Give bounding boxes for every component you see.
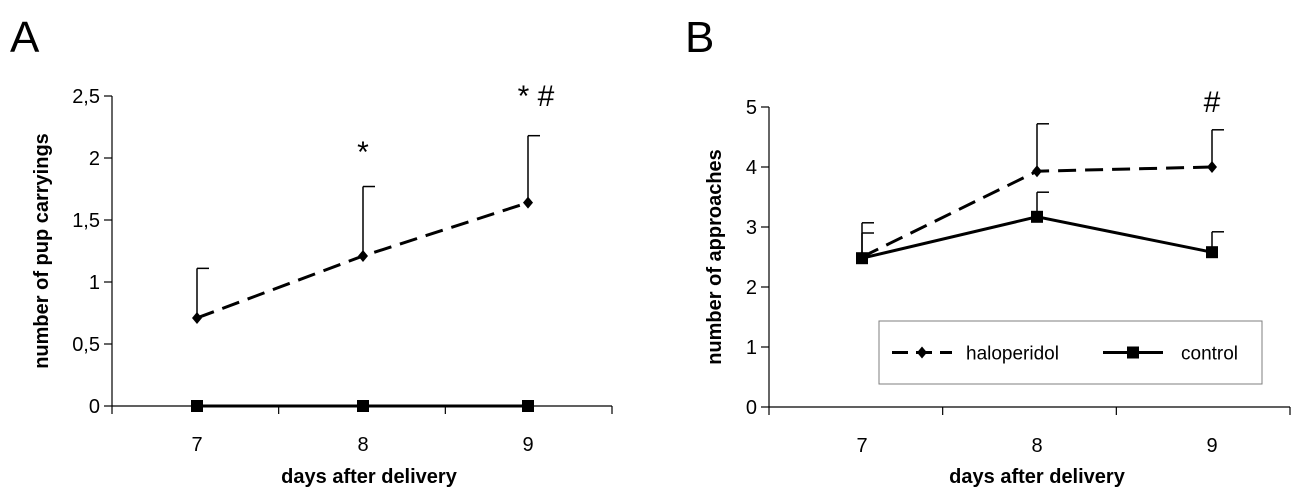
panel-b: B 0 1 2 3 4 5 7 8 9 days after delivery number of a… bbox=[685, 13, 1291, 488]
y-tick-label: 0 bbox=[746, 397, 757, 419]
y-tick-label: 0 bbox=[89, 396, 100, 418]
x-tick-label: 9 bbox=[1206, 435, 1217, 457]
series-control bbox=[856, 191, 1224, 265]
data-point-diamond bbox=[1032, 165, 1042, 178]
y-tick-label: 2,5 bbox=[72, 86, 100, 108]
y-tick-label: 3 bbox=[746, 217, 757, 239]
x-tick-label: 8 bbox=[1031, 435, 1042, 457]
significance-annotation: # bbox=[1204, 86, 1221, 119]
significance-annotation: * # bbox=[518, 80, 555, 113]
y-tick-label: 1,5 bbox=[72, 210, 100, 232]
data-point-diamond bbox=[358, 249, 368, 262]
legend-label: control bbox=[1181, 344, 1238, 365]
legend-label: haloperidol bbox=[966, 344, 1059, 365]
data-point-diamond bbox=[523, 196, 533, 209]
data-point-square bbox=[1206, 246, 1218, 259]
x-tick-label: 9 bbox=[522, 434, 533, 456]
data-point-square bbox=[856, 252, 868, 265]
legend-item-haloperidol: haloperidol bbox=[892, 344, 1059, 365]
y-tick-label: 2 bbox=[89, 148, 100, 170]
significance-annotation: * bbox=[357, 136, 369, 169]
x-axis-label: days after delivery bbox=[949, 466, 1126, 488]
legend-marker-square bbox=[1127, 346, 1139, 359]
y-tick-label: 4 bbox=[746, 157, 757, 179]
y-tick-label: 2 bbox=[746, 277, 757, 299]
panel-letter: B bbox=[685, 13, 714, 62]
panel-letter: A bbox=[10, 13, 40, 62]
legend-marker-diamond bbox=[917, 346, 927, 359]
data-point-square bbox=[1031, 210, 1043, 223]
series-line-control bbox=[861, 215, 1213, 260]
series-control bbox=[191, 400, 534, 412]
x-tick-label: 7 bbox=[856, 435, 867, 457]
data-point-square bbox=[191, 400, 203, 412]
series-haloperidol bbox=[192, 134, 540, 324]
data-point-square bbox=[357, 400, 369, 412]
y-tick-label: 1 bbox=[746, 337, 757, 359]
y-axis-label: number of approaches bbox=[704, 149, 726, 365]
x-tick-label: 7 bbox=[191, 434, 202, 456]
legend: haloperidol control bbox=[878, 320, 1263, 385]
y-tick-label: 5 bbox=[746, 97, 757, 119]
x-tick-label: 8 bbox=[357, 434, 368, 456]
x-axis-label: days after delivery bbox=[281, 466, 458, 488]
y-axis-label: number of pup carryings bbox=[31, 133, 53, 369]
y-tick-label: 1 bbox=[89, 272, 100, 294]
data-point-diamond bbox=[192, 311, 202, 324]
data-point-diamond bbox=[1207, 161, 1217, 173]
data-point-square bbox=[522, 400, 534, 412]
y-tick-label: 0,5 bbox=[72, 334, 100, 356]
panel-a: A 0 0,5 1 1,5 2 2,5 7 8 9 days after delivery numbe… bbox=[10, 13, 613, 488]
legend-item-control: control bbox=[1103, 344, 1238, 365]
